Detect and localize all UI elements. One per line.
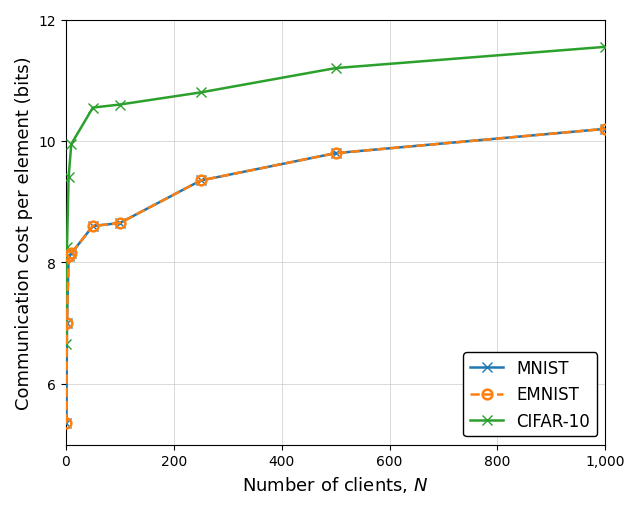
- EMNIST: [65, 254, 72, 260]
- EMNIST: [63, 420, 70, 427]
- MNIST: [116, 220, 124, 227]
- MNIST: [67, 251, 75, 257]
- MNIST: [602, 127, 609, 133]
- Line: EMNIST: EMNIST: [61, 125, 610, 429]
- CIFAR-10: [116, 102, 124, 108]
- EMNIST: [67, 251, 75, 257]
- MNIST: [63, 420, 70, 427]
- EMNIST: [332, 151, 339, 157]
- MNIST: [65, 254, 72, 260]
- EMNIST: [89, 223, 97, 230]
- Y-axis label: Communication cost per element (bits): Communication cost per element (bits): [15, 56, 33, 409]
- CIFAR-10: [63, 342, 70, 348]
- CIFAR-10: [332, 66, 339, 72]
- CIFAR-10: [197, 90, 205, 96]
- CIFAR-10: [602, 45, 609, 51]
- MNIST: [89, 223, 97, 230]
- CIFAR-10: [65, 175, 72, 181]
- X-axis label: Number of clients, $N$: Number of clients, $N$: [243, 474, 429, 494]
- Line: CIFAR-10: CIFAR-10: [61, 43, 610, 350]
- MNIST: [332, 151, 339, 157]
- CIFAR-10: [67, 142, 75, 148]
- CIFAR-10: [63, 245, 71, 251]
- EMNIST: [116, 220, 124, 227]
- Line: MNIST: MNIST: [61, 125, 610, 429]
- EMNIST: [63, 321, 71, 327]
- MNIST: [197, 178, 205, 184]
- CIFAR-10: [89, 105, 97, 111]
- MNIST: [63, 321, 71, 327]
- EMNIST: [197, 178, 205, 184]
- Legend: MNIST, EMNIST, CIFAR-10: MNIST, EMNIST, CIFAR-10: [463, 353, 597, 437]
- EMNIST: [602, 127, 609, 133]
